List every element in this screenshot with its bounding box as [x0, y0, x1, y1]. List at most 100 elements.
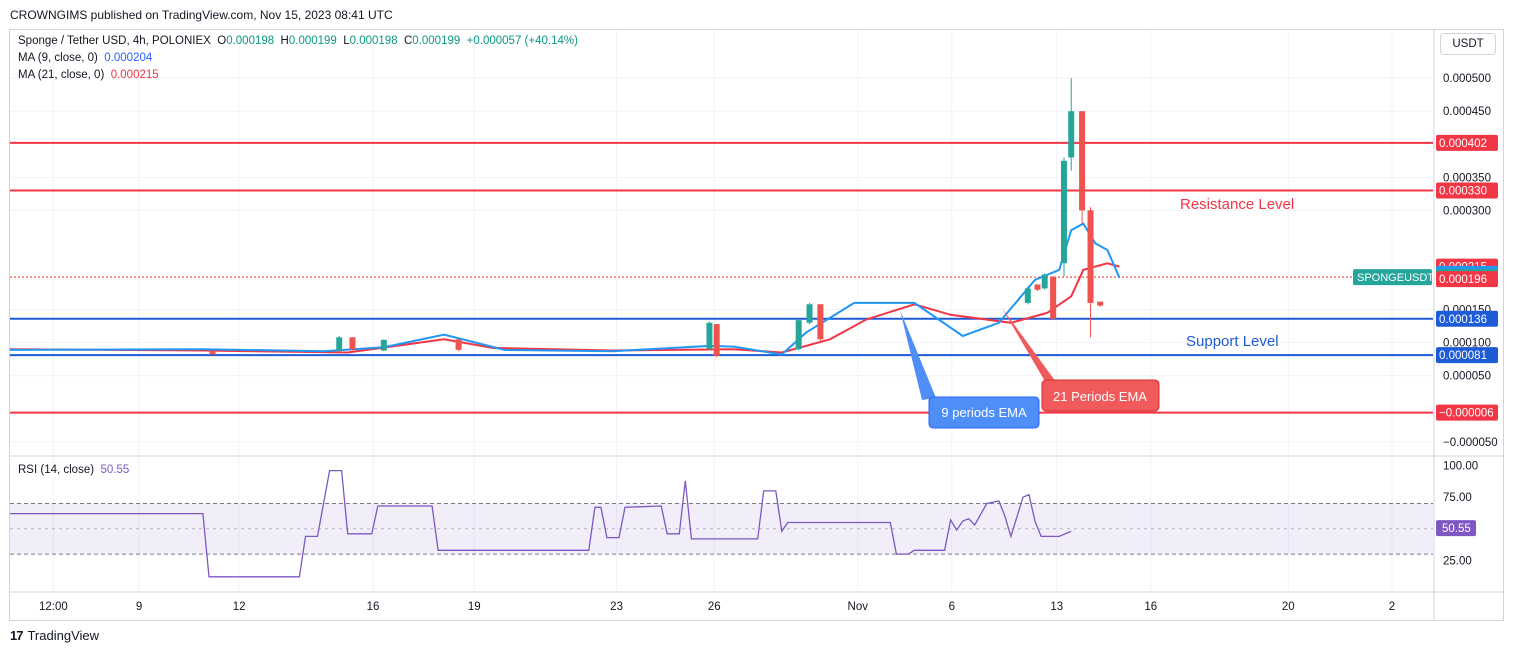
- time-tick-label: 2: [1389, 601, 1395, 613]
- candle-body[interactable]: [1034, 284, 1041, 290]
- ema21-callout-box[interactable]: [1041, 379, 1160, 412]
- ema21-callout-pointer: [1002, 308, 1056, 383]
- candle-body[interactable]: [1050, 276, 1057, 319]
- price-tick-label: 0.000450: [1443, 106, 1491, 118]
- candle-body[interactable]: [1068, 111, 1075, 158]
- annotations: Resistance Level Support Level 9 periods E…: [900, 196, 1294, 429]
- price-badge-label: 0.000081: [1439, 350, 1487, 362]
- rsi-tick-label: 100.00: [1443, 461, 1478, 473]
- time-tick-label: 16: [367, 601, 380, 613]
- close-value: 0.000199: [412, 35, 461, 47]
- candle-body[interactable]: [455, 339, 462, 350]
- time-tick-label: 13: [1050, 601, 1063, 613]
- price-badge: [1436, 134, 1498, 151]
- moving-averages: [9, 222, 1121, 356]
- price-badge-label: 0.000136: [1439, 314, 1487, 326]
- symbol-tag-label: SPONGEUSDT: [1357, 272, 1434, 284]
- ma9-line[interactable]: [9, 222, 1121, 356]
- rsi-line[interactable]: [10, 469, 1072, 578]
- candle-body[interactable]: [817, 304, 824, 340]
- resistance-level-label: Resistance Level: [1180, 196, 1294, 213]
- symbol-legend: Sponge / Tether USD, 4h, POLONIEX O0.000…: [18, 35, 578, 47]
- price-tick-label: 0.000350: [1443, 172, 1491, 184]
- ema9-callout-pointer: [900, 310, 936, 400]
- price-tick-label: 0.000500: [1443, 73, 1491, 85]
- tradingview-logo[interactable]: 17 TradingView: [10, 628, 99, 643]
- ma9-label: MA (9, close, 0): [18, 52, 98, 64]
- candle-body[interactable]: [1097, 301, 1104, 306]
- candle-body[interactable]: [1024, 288, 1031, 303]
- ma21-label: MA (21, close, 0): [18, 69, 105, 81]
- candle-body[interactable]: [1060, 160, 1067, 264]
- time-tick-label: 19: [468, 601, 481, 613]
- ma21-line[interactable]: [9, 262, 1120, 354]
- rsi-tick-label: 25.00: [1443, 555, 1472, 567]
- high-label: H: [280, 35, 289, 47]
- price-tick-label: −0.000050: [1443, 437, 1498, 449]
- time-tick-label: 20: [1282, 601, 1295, 613]
- candle-body[interactable]: [713, 324, 720, 356]
- price-tick-label: 0.000050: [1443, 371, 1491, 383]
- low-value: 0.000198: [349, 35, 398, 47]
- price-badge: [1436, 347, 1498, 364]
- ma9-value: 0.000204: [104, 52, 153, 64]
- time-tick-label: 23: [610, 601, 623, 613]
- candle-body[interactable]: [349, 337, 356, 350]
- price-badge: [1436, 182, 1498, 199]
- candle-body[interactable]: [209, 350, 216, 355]
- rsi-value: 50.55: [100, 464, 130, 476]
- price-badge: [1436, 310, 1498, 327]
- price-tick-label: 0.000300: [1443, 205, 1491, 217]
- rsi-badge-label: 50.55: [1442, 523, 1471, 535]
- change-value: +0.000057 (+40.14%): [466, 35, 578, 47]
- time-tick-label: 16: [1144, 601, 1157, 613]
- time-tick-label: 12:00: [39, 601, 68, 613]
- published-header: CROWNGIMS published on TradingView.com, …: [10, 8, 393, 22]
- candle-body[interactable]: [380, 339, 387, 351]
- low-label: L: [343, 35, 350, 47]
- open-value: 0.000198: [226, 35, 275, 47]
- rsi-tick-label: 75.00: [1443, 492, 1472, 504]
- ema9-callout-box[interactable]: [928, 396, 1040, 429]
- currency-button[interactable]: USDT: [1440, 33, 1496, 55]
- support-level-label: Support Level: [1186, 333, 1279, 350]
- brand-name: TradingView: [27, 628, 100, 643]
- candle-body[interactable]: [706, 322, 713, 350]
- time-tick-label: 9: [136, 601, 142, 613]
- candle-body[interactable]: [1087, 210, 1094, 303]
- level-lines: [10, 141, 1433, 414]
- rsi-panel: [10, 469, 1433, 578]
- price-badge-label: 0.000402: [1439, 138, 1487, 150]
- candles: [209, 78, 1104, 358]
- time-tick-label: Nov: [848, 601, 869, 613]
- candle-body[interactable]: [336, 337, 343, 351]
- high-value: 0.000199: [288, 35, 337, 47]
- time-tick-label: 26: [708, 601, 721, 613]
- close-label: C: [403, 35, 413, 47]
- time-tick-label: 6: [949, 601, 955, 613]
- axes: 0.0005000.0004500.0003500.0003000.000150…: [10, 30, 1504, 620]
- ema9-callout-text: 9 periods EMA: [941, 405, 1027, 420]
- ema21-callout-text: 21 Periods EMA: [1053, 389, 1147, 404]
- price-badge: [1436, 404, 1498, 421]
- price-tick-label: 0.000100: [1443, 338, 1491, 350]
- symbol-tag: [1353, 269, 1432, 286]
- candle-body[interactable]: [1041, 274, 1048, 289]
- rsi-label: RSI (14, close): [18, 464, 95, 476]
- candle-body[interactable]: [795, 320, 802, 350]
- rsi-badge: [1436, 520, 1476, 537]
- time-tick-label: 12: [233, 601, 246, 613]
- symbol-name[interactable]: Sponge / Tether USD, 4h, POLONIEX: [18, 35, 211, 47]
- grid-lines: [10, 30, 1433, 592]
- rsi-band: [10, 503, 1433, 555]
- ma9-legend[interactable]: MA (9, close, 0) 0.000204: [18, 52, 152, 64]
- candle-body[interactable]: [1079, 111, 1086, 211]
- price-badge-label: 0.000330: [1439, 186, 1487, 198]
- candle-body[interactable]: [806, 304, 813, 323]
- open-label: O: [217, 35, 227, 47]
- ma21-legend[interactable]: MA (21, close, 0) 0.000215: [18, 69, 159, 81]
- chart-frame: [9, 29, 1504, 621]
- price-badge-label: −0.000006: [1439, 408, 1494, 420]
- rsi-legend[interactable]: RSI (14, close) 50.55: [18, 464, 129, 476]
